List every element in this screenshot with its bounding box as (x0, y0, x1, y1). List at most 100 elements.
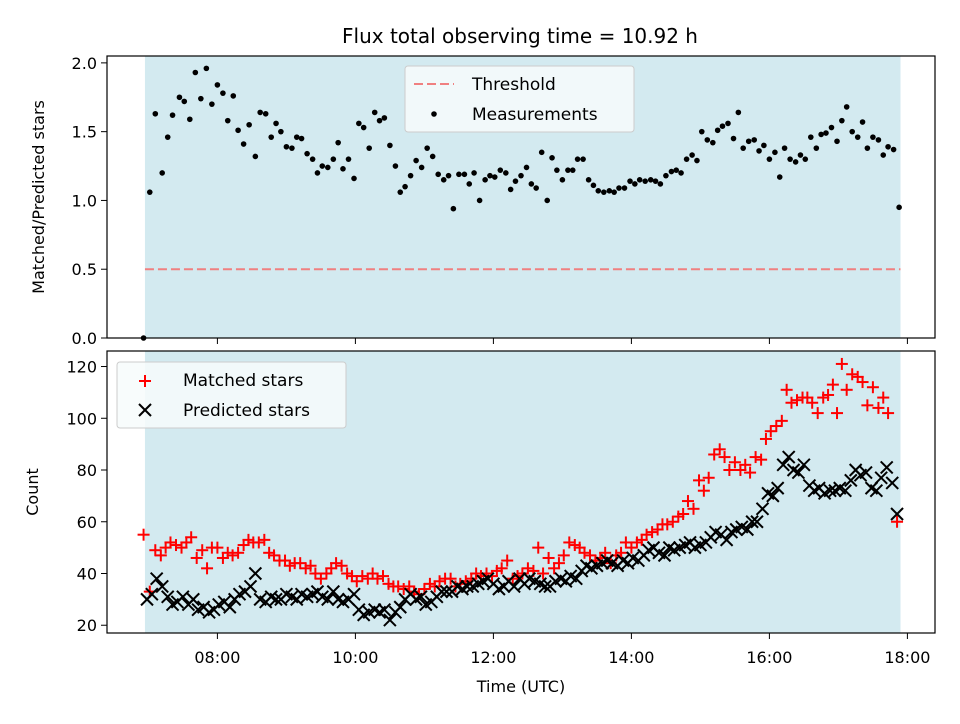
measurement-point (828, 124, 835, 131)
matched-star-point (840, 383, 853, 396)
measurement-point (440, 177, 447, 183)
measurement-point (512, 178, 519, 184)
measurement-point (719, 123, 726, 129)
matched-star-point (661, 518, 674, 531)
predicted-stars-series (140, 450, 904, 627)
measurement-point (445, 172, 452, 179)
matched-star-point (196, 544, 209, 557)
measurement-point (689, 152, 695, 158)
count-y-tick-label: 80 (77, 461, 97, 480)
ratio-y-axis-label: Matched/Predicted stars (29, 100, 48, 294)
measurement-point (834, 138, 840, 145)
matched-star-point (619, 536, 632, 549)
measurement-point (730, 135, 737, 142)
measurement-point (632, 181, 638, 187)
matched-star-point (304, 559, 317, 572)
measurement-point (503, 170, 509, 176)
measurement-point (418, 164, 425, 171)
measurement-point (781, 145, 788, 151)
measurement-point (314, 170, 321, 176)
measurement-point (209, 101, 215, 107)
measurement-point (657, 181, 664, 187)
measurement-point (461, 171, 468, 178)
measurement-point (694, 157, 700, 164)
measurements-series (140, 65, 902, 341)
matched-star-point (335, 559, 348, 572)
measurement-point (152, 110, 159, 117)
measurement-point (776, 174, 783, 180)
measurement-point (289, 145, 295, 151)
predicted-star-point (745, 515, 759, 529)
matched-star-point (718, 451, 731, 464)
count-y-axis-label: Count (23, 468, 42, 516)
matched-star-point (681, 495, 694, 508)
matched-star-point (728, 456, 741, 469)
predicted-star-point (269, 592, 283, 607)
measurement-point (590, 182, 597, 189)
measurement-point (652, 178, 659, 184)
measurement-point (371, 109, 378, 116)
measurement-point (466, 181, 473, 187)
measurement-point (797, 152, 804, 158)
matched-star-point (578, 546, 591, 559)
measurement-point (761, 142, 767, 149)
predicted-star-point (770, 481, 785, 495)
matched-star-point (625, 541, 638, 554)
measurement-point (714, 127, 721, 134)
ratio-y-tick-label: 1.0 (72, 191, 97, 210)
measurement-point (224, 117, 231, 124)
matched-star-point (882, 407, 895, 420)
measurement-point (413, 157, 419, 164)
predicted-star-point (569, 571, 583, 586)
matched-star-point (392, 580, 405, 593)
predicted-star-point (797, 458, 811, 472)
count-y-tick-label: 40 (77, 564, 97, 583)
measurement-point (159, 170, 165, 176)
legend-threshold-label: Threshold (471, 75, 556, 95)
matched-star-point (211, 541, 224, 554)
measurement-point (487, 172, 493, 179)
matched-star-point (697, 484, 710, 497)
predicted-star-point (393, 600, 407, 614)
matched-star-point (542, 551, 555, 564)
measurement-point (497, 167, 504, 173)
predicted-star-point (869, 483, 884, 498)
matched-star-point (185, 531, 198, 544)
matched-star-point (190, 551, 203, 564)
measurement-point (574, 156, 581, 162)
predicted-star-point (434, 584, 449, 599)
predicted-star-point (750, 515, 764, 529)
matched-star-point (723, 464, 736, 477)
measurement-point (580, 156, 586, 162)
predicted-star-point (377, 603, 392, 617)
measurement-point (621, 185, 628, 191)
matched-star-point (557, 549, 570, 562)
predicted-star-point (155, 579, 169, 594)
measurement-point (491, 174, 498, 180)
matched-star-point (693, 474, 706, 487)
measurement-point (283, 143, 290, 150)
measurement-point (606, 188, 613, 194)
matched-star-point (759, 432, 772, 445)
predicted-star-point (844, 473, 858, 488)
matched-star-point (811, 407, 824, 420)
measurement-point (585, 177, 592, 183)
matched-star-point (749, 451, 762, 464)
measurement-point (636, 177, 643, 183)
measurement-point (740, 145, 746, 151)
measurement-point (181, 98, 188, 105)
measurement-point (335, 139, 341, 146)
count-y-axis: 20 40 60 80 100 120 (66, 358, 107, 635)
matched-star-point (149, 544, 162, 557)
predicted-star-point (823, 483, 837, 498)
measurement-point (482, 177, 488, 183)
legend-predicted-label: Predicted stars (183, 401, 310, 421)
measurement-point (351, 175, 357, 182)
matched-star-point (891, 515, 904, 528)
measurement-point (668, 168, 675, 175)
matched-star-point (780, 383, 793, 396)
predicted-star-point (776, 458, 790, 472)
measurement-point (424, 145, 430, 151)
measurement-point (476, 197, 483, 204)
